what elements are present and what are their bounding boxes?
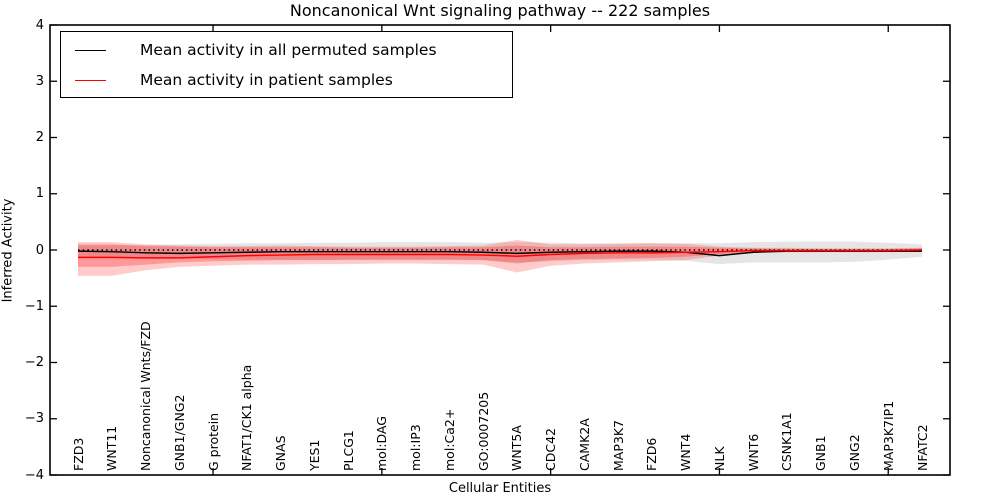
x-category-label: NFAT1/CK1 alpha (239, 364, 255, 471)
x-category-label: MAP3K7 (610, 420, 626, 471)
y-tick-label: 2 (35, 130, 44, 145)
y-tick-label: 0 (35, 242, 44, 258)
x-category-label: CDC42 (543, 428, 559, 471)
x-category-label: WNT11 (104, 425, 120, 471)
x-category-label: GNB1 (813, 435, 829, 471)
y-tick-label: −1 (24, 298, 44, 314)
x-category-label: CSNK1A1 (779, 412, 795, 471)
legend-entry-patient: Mean activity in patient samples (61, 65, 393, 95)
x-category-label: GNAS (273, 435, 289, 471)
y-tick-label: −3 (24, 411, 44, 427)
x-category-label: Noncanonical Wnts/FZD (138, 321, 154, 471)
permuted-line-swatch (75, 49, 106, 51)
x-axis-label: Cellular Entities (448, 481, 552, 496)
y-tick-label: −4 (24, 467, 44, 483)
x-category-label: NLK (711, 446, 727, 471)
x-category-label: mol:IP3 (408, 424, 424, 471)
patient-line-swatch (75, 79, 106, 81)
x-category-label: MAP3K7IP1 (880, 400, 896, 471)
x-category-label: G protein (205, 412, 221, 471)
y-tick-label: 4 (35, 17, 44, 33)
x-category-label: WNT4 (678, 433, 694, 471)
x-category-label: CAMK2A (576, 418, 592, 471)
x-category-label: mol:Ca2+ (441, 408, 457, 471)
x-category-label: GNB1/GNG2 (171, 394, 187, 471)
legend-entry-permuted: Mean activity in all permuted samples (61, 35, 437, 65)
x-category-label: FZD6 (644, 437, 660, 471)
legend-label-patient: Mean activity in patient samples (140, 71, 393, 89)
patient-mean-line (78, 249, 923, 259)
x-category-label: PLCG1 (340, 430, 356, 471)
x-category-label: GNG2 (846, 434, 862, 471)
y-tick-label: 3 (35, 73, 44, 89)
chart-title: Noncanonical Wnt signaling pathway -- 22… (289, 1, 711, 20)
x-category-label: NFATC2 (914, 424, 930, 471)
x-category-label: WNT6 (745, 433, 761, 471)
x-category-label: GO:0007205 (475, 391, 491, 471)
legend-label-permuted: Mean activity in all permuted samples (140, 41, 437, 59)
x-category-label: mol:DAG (374, 416, 390, 471)
x-category-label: WNT5A (509, 425, 525, 471)
patient-samples-range-outer-band (78, 239, 922, 276)
plot-border (49, 24, 951, 476)
y-tick-label: −2 (24, 355, 44, 370)
y-tick-label: 1 (35, 186, 44, 202)
legend-box: Mean activity in all permuted samples Me… (60, 31, 513, 98)
x-category-label: FZD3 (70, 437, 86, 471)
x-category-label: YES1 (306, 439, 322, 471)
